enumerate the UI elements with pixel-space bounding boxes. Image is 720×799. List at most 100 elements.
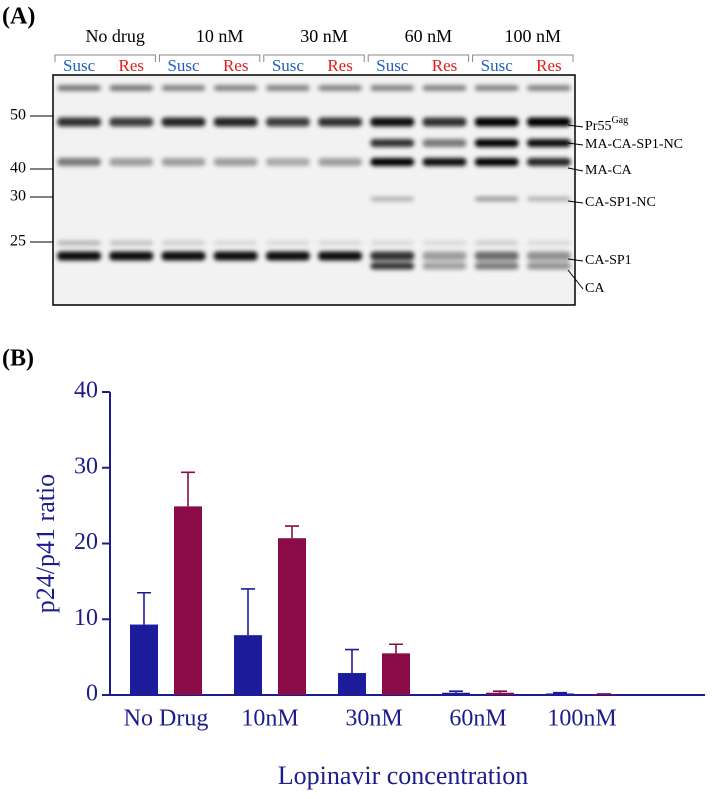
band (422, 85, 467, 91)
band (474, 117, 519, 127)
band (57, 117, 102, 127)
band-arrow (567, 124, 584, 128)
band (213, 158, 258, 166)
band (474, 139, 519, 147)
x-tick-label: 30nM (345, 706, 402, 732)
band (265, 158, 310, 166)
band (526, 196, 571, 202)
band (109, 251, 154, 261)
band (526, 117, 571, 127)
error-bar (493, 690, 507, 693)
band (57, 251, 102, 261)
bar (442, 692, 470, 695)
band-label: Pr55Gag (585, 115, 628, 134)
band (474, 158, 519, 166)
band (265, 240, 310, 246)
band (265, 85, 310, 91)
bar (546, 693, 574, 695)
panel-label: (A) (2, 4, 35, 30)
y-tick-label: 20 (74, 529, 98, 555)
band (213, 85, 258, 91)
band-arrow (567, 167, 584, 172)
band-label: MA-CA-SP1-NC (585, 137, 683, 152)
band-label: CA-SP1 (585, 253, 632, 268)
marker-label: 30 (10, 188, 26, 205)
band (318, 158, 363, 166)
y-tick-label: 40 (74, 378, 98, 404)
bar (382, 653, 410, 695)
band (370, 262, 415, 270)
x-tick-label: 60nM (449, 706, 506, 732)
band (109, 158, 154, 166)
lane-label: Susc (376, 56, 409, 75)
band (526, 251, 571, 261)
band (318, 85, 363, 91)
band (161, 240, 206, 246)
band-name: CA (585, 281, 605, 296)
band (109, 117, 154, 127)
bracket (54, 54, 156, 62)
band (161, 158, 206, 166)
band (422, 139, 467, 147)
bar (338, 673, 366, 695)
band (526, 240, 571, 246)
bracket (263, 54, 365, 62)
band (370, 85, 415, 91)
band (370, 251, 415, 261)
lane-label: Res (119, 56, 145, 75)
blot (52, 74, 576, 306)
x-tick-label: 10nM (241, 706, 298, 732)
marker-label: 25 (10, 233, 26, 250)
band (370, 139, 415, 147)
y-axis-label: p24/p41 ratio (31, 474, 60, 613)
band (422, 117, 467, 127)
band (265, 117, 310, 127)
band (318, 240, 363, 246)
error-bar (181, 471, 195, 507)
band (526, 85, 571, 91)
bar (174, 506, 202, 695)
band (474, 240, 519, 246)
band-sup: Gag (611, 115, 628, 126)
band (57, 240, 102, 246)
band (213, 251, 258, 261)
group-label: 30 nM (300, 26, 348, 46)
lane-label: Res (432, 56, 458, 75)
band (474, 85, 519, 91)
group-label: 10 nM (196, 26, 244, 46)
band (318, 251, 363, 261)
lane-label: Susc (63, 56, 96, 75)
y-tick-label: 10 (74, 605, 98, 631)
band-name: CA-SP1 (585, 253, 632, 268)
lane-label: Res (536, 56, 562, 75)
group-label: 60 nM (405, 26, 453, 46)
bracket (158, 54, 261, 62)
band (57, 85, 102, 91)
band (57, 158, 102, 166)
band-name: CA-SP1-NC (585, 195, 656, 210)
band (370, 240, 415, 246)
band-arrow (567, 269, 584, 290)
band (474, 251, 519, 261)
band (422, 158, 467, 166)
band-arrow (567, 200, 584, 204)
lane-label: Susc (167, 56, 200, 75)
bar (486, 692, 514, 695)
band-name: MA-CA (585, 163, 633, 178)
band (526, 262, 571, 270)
band (318, 117, 363, 127)
band (370, 196, 415, 202)
band (109, 85, 154, 91)
error-bar (241, 588, 255, 636)
bracket (367, 54, 470, 62)
error-bar (137, 591, 151, 625)
band (161, 85, 206, 91)
bar (130, 624, 158, 695)
band (213, 117, 258, 127)
blot-bands (57, 85, 571, 270)
band (422, 240, 467, 246)
band (370, 117, 415, 127)
lane-label: Susc (481, 56, 514, 75)
panel-label: (B) (2, 346, 34, 372)
